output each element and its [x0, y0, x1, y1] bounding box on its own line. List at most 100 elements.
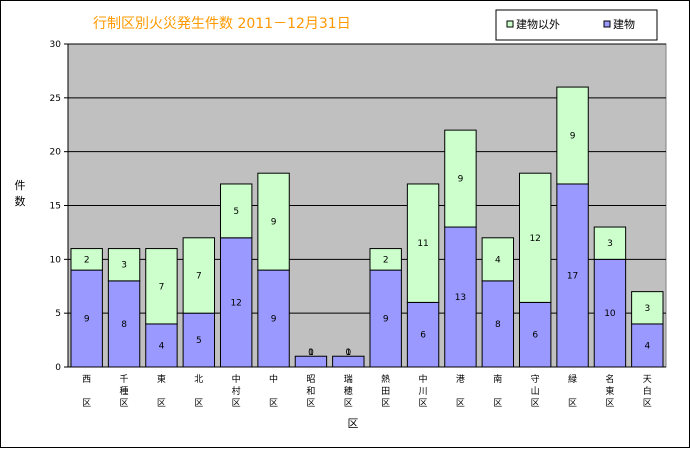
legend-swatch	[506, 20, 514, 28]
bar-segment	[70, 269, 103, 368]
category-label-char: 守	[531, 373, 540, 385]
category-label-char: 瑞	[344, 373, 353, 385]
bar-segment	[70, 248, 103, 271]
x-axis-label: 区	[348, 417, 359, 430]
y-axis-label: 件数	[15, 179, 26, 208]
data-label: 4	[495, 255, 501, 265]
legend-swatch	[603, 20, 611, 28]
data-label: 4	[159, 341, 165, 351]
x-axis-categories: 西区千種区東区北区中村区中区昭和区瑞穂区熱田区中川区港区南区守山区緑区名東区天白…	[82, 373, 652, 409]
category-label: 港区	[456, 373, 465, 409]
data-label: 7	[159, 282, 165, 292]
data-label: 6	[532, 331, 538, 341]
category-label-char: 南	[493, 373, 502, 385]
data-label: 8	[121, 320, 127, 330]
bar-segment	[369, 248, 402, 271]
data-label: 12	[230, 298, 241, 308]
y-axis-label-char: 件	[15, 179, 26, 192]
data-label: 0	[345, 348, 351, 358]
data-label: 17	[567, 271, 578, 281]
data-label: 9	[271, 218, 277, 228]
category-label-char: 区	[381, 398, 390, 409]
category-label-char: 北	[194, 374, 203, 385]
bar-segment	[182, 237, 216, 314]
data-label: 9	[570, 132, 576, 142]
bar-segment	[481, 237, 515, 282]
category-label-char: 緑	[568, 373, 577, 385]
y-tick-label: 15	[50, 202, 61, 212]
category-label-char: 区	[269, 398, 278, 409]
data-label: 9	[383, 315, 389, 325]
bar-segment	[593, 226, 627, 260]
bar-segment	[369, 269, 402, 368]
y-tick-label: 10	[50, 255, 62, 265]
legend-label: 建物	[613, 17, 635, 31]
category-label-char: 区	[605, 398, 614, 409]
category-label-char: 区	[568, 398, 577, 409]
category-label: 西区	[82, 374, 91, 409]
category-label: 守山区	[531, 373, 540, 409]
legend-box	[495, 9, 658, 41]
bar-segment	[257, 172, 290, 271]
category-label: 千種区	[120, 374, 129, 409]
category-label: 中川区	[419, 373, 428, 409]
data-label: 1	[308, 348, 314, 358]
category-label: 瑞穂区	[344, 373, 353, 409]
category-label-char: 天	[643, 375, 652, 385]
y-tick-label: 25	[50, 94, 61, 104]
data-label: 3	[644, 304, 650, 314]
y-tick-label: 0	[55, 363, 61, 373]
legend-label: 建物以外	[516, 17, 560, 31]
data-label: 11	[417, 239, 428, 249]
bar-segment	[406, 183, 440, 303]
data-label: 13	[455, 293, 466, 303]
data-label: 12	[529, 234, 540, 244]
category-label: 東区	[157, 373, 166, 409]
category-label-char: 区	[194, 398, 203, 409]
category-label-char: 区	[306, 398, 315, 409]
legend: 建物以外 建物	[495, 9, 658, 41]
category-label: 天白区	[643, 375, 652, 409]
data-label: 2	[84, 255, 90, 265]
data-label: 9	[84, 315, 90, 325]
category-label-char: 港	[456, 373, 465, 385]
category-label-char: 千	[120, 374, 129, 385]
category-label-char: 区	[344, 398, 353, 409]
category-label: 緑区	[568, 373, 577, 409]
bar-segment	[444, 226, 477, 368]
y-axis-label-char: 数	[15, 195, 26, 208]
category-label: 北区	[194, 374, 203, 409]
data-label: 5	[233, 207, 239, 217]
data-label: 1	[345, 348, 351, 358]
category-label-char: 区	[531, 398, 540, 409]
category-label: 中村区	[232, 373, 241, 409]
category-label: 昭和区	[306, 374, 315, 409]
category-label-char: 区	[643, 398, 652, 409]
category-label: 中区	[269, 373, 278, 409]
category-label-char: 西	[82, 374, 91, 385]
chart-title: 行制区別火災発生件数 2011－12月31日	[93, 16, 351, 32]
bar-segment	[631, 291, 664, 325]
category-label-char: 中	[232, 373, 241, 385]
category-label-char: 区	[82, 398, 91, 409]
bar-segment	[444, 129, 477, 228]
bar-segment	[107, 280, 141, 368]
data-label: 2	[383, 255, 389, 265]
bar-segment	[518, 172, 552, 303]
category-label-char: 村	[232, 385, 241, 397]
category-label-char: 白	[643, 385, 652, 397]
category-label-char: 熱	[381, 373, 390, 385]
category-label: 熱田区	[381, 373, 390, 409]
category-label-char: 区	[493, 398, 502, 409]
category-label-char: 区	[157, 398, 166, 409]
y-tick-label: 20	[50, 148, 62, 158]
data-label: 7	[196, 271, 202, 281]
data-label: 3	[607, 239, 613, 249]
category-label-char: 区	[419, 398, 428, 409]
data-label: 5	[196, 336, 202, 346]
category-label-char: 和	[306, 386, 315, 397]
